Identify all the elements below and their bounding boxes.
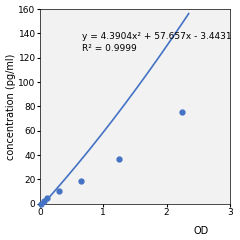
- Y-axis label: concentration (pg/ml): concentration (pg/ml): [6, 53, 16, 160]
- Point: [57, 190, 61, 193]
- Point: [45, 196, 49, 199]
- Point: [180, 110, 184, 114]
- Text: y = 4.3904x² + 57.657x - 3.4431
R² = 0.9999: y = 4.3904x² + 57.657x - 3.4431 R² = 0.9…: [82, 32, 231, 53]
- Point: [42, 199, 46, 203]
- Point: [39, 202, 43, 206]
- Point: [79, 179, 83, 182]
- Text: OD: OD: [194, 226, 209, 235]
- Point: [117, 157, 121, 161]
